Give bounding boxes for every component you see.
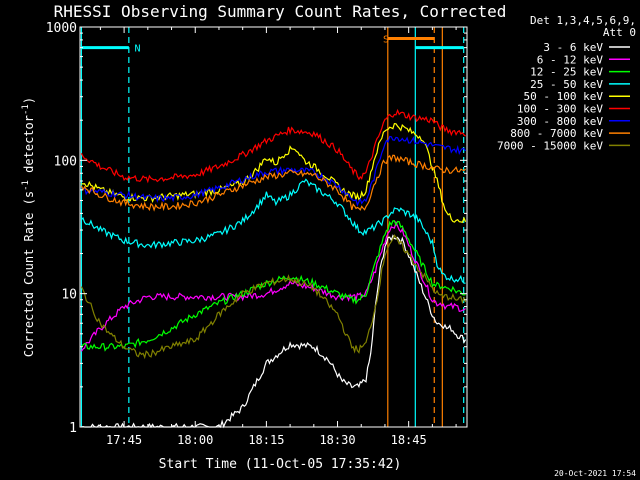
legend-item-label: 6 - 12 keV [537, 53, 604, 66]
flag-label: S [383, 34, 389, 45]
y-axis-label: Corrected Count Rate (s-1 detector-1) [21, 97, 36, 357]
series-line [80, 220, 466, 352]
series-line [80, 154, 467, 212]
series-line [80, 178, 466, 284]
y-axis-label-prefix: Corrected Count Rate (s [22, 191, 36, 357]
legend-header-line-1: Det 1,3,4,5,6,9, [530, 14, 636, 27]
y-tick-label: 1000 [46, 21, 77, 36]
x-tick-label: 18:00 [177, 433, 213, 447]
x-axis-label: Start Time (11-Oct-05 17:35:42) [159, 457, 402, 472]
y-axis-label-exponent-1: -1 [21, 180, 31, 191]
y-axis-label-middle: detector [22, 115, 36, 180]
legend-item-label: 100 - 300 keV [517, 103, 603, 116]
y-axis: 1 10 100 1000 [46, 21, 467, 436]
chart-title: RHESSI Observing Summary Count Rates, Co… [54, 2, 507, 21]
legend-item-label: 50 - 100 keV [524, 90, 604, 103]
legend-item-label: 300 - 800 keV [517, 115, 603, 128]
plot-frame [79, 26, 468, 428]
y-axis-label-suffix: ) [22, 97, 36, 104]
legend-item-label: 12 - 25 keV [530, 66, 603, 79]
legend-item-label: 3 - 6 keV [543, 41, 603, 54]
series-line [81, 122, 467, 224]
series-line [80, 108, 466, 184]
flag-label: N [135, 44, 141, 55]
y-axis-label-exponent-2: -1 [21, 104, 31, 115]
x-tick-label: 18:30 [319, 433, 355, 447]
legend-item-label: 7000 - 15000 keV [497, 139, 603, 152]
legend-header-line-2: Att 0 [603, 26, 636, 39]
x-axis: 17:45 18:00 18:15 18:30 18:45 [99, 27, 457, 447]
legend-item-label: 800 - 7000 keV [510, 127, 603, 140]
y-tick-label: 1 [69, 421, 77, 436]
series-line [80, 135, 467, 207]
x-tick-label: 17:45 [106, 433, 142, 447]
y-tick-label: 100 [54, 154, 77, 169]
timestamp: 20-Oct-2021 17:54 [554, 469, 636, 478]
x-tick-label: 18:15 [248, 433, 284, 447]
series-line [80, 234, 467, 360]
x-tick-label: 18:45 [391, 433, 427, 447]
legend-item-label: 25 - 50 keV [530, 78, 603, 91]
y-tick-label: 10 [61, 288, 77, 303]
